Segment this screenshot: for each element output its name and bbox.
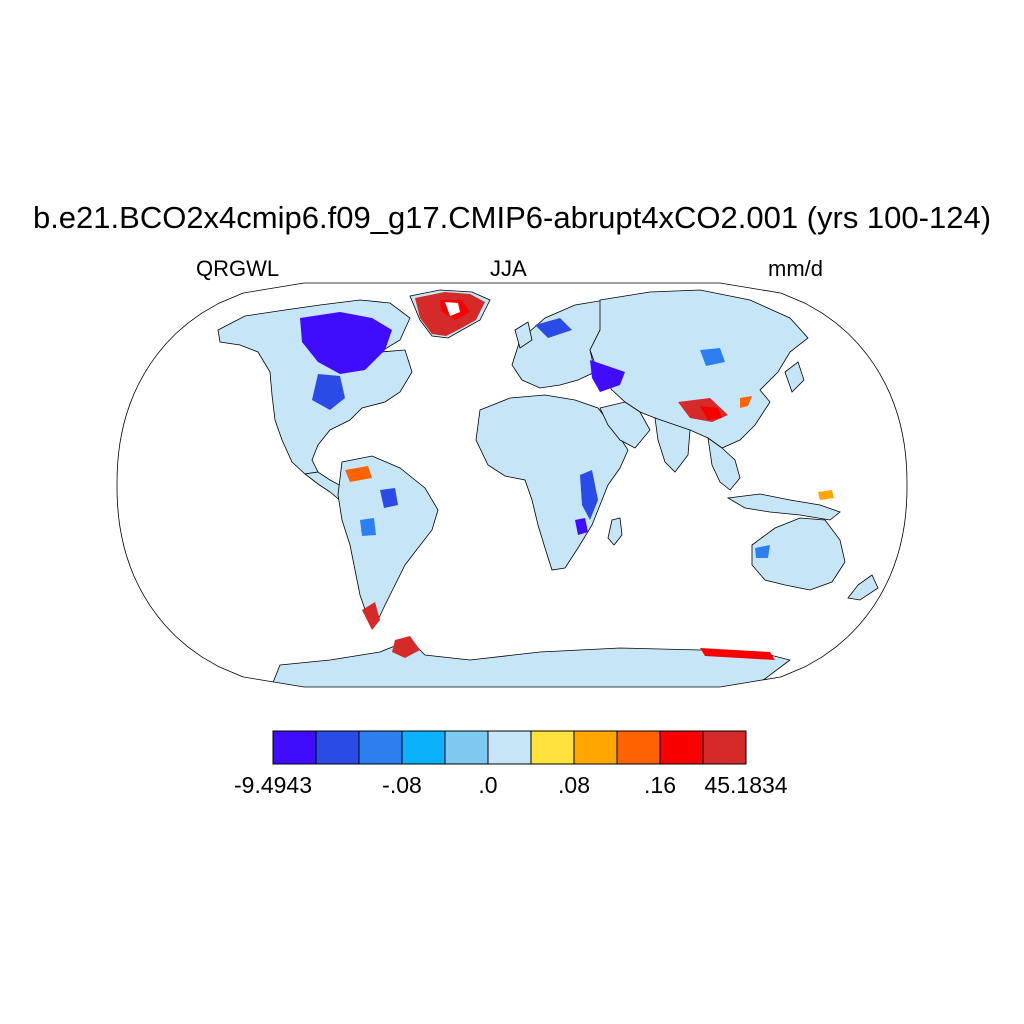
map-content [217,289,879,687]
colorbar [272,730,747,765]
australia [751,517,846,591]
map-border [116,282,908,688]
colorbar-swatch [616,730,661,765]
antarctica [269,639,791,687]
colorbar-swatch [659,730,704,765]
units-label: mm/d [768,256,823,281]
plot-title: b.e21.BCO2x4cmip6.f09_g17.CMIP6-abrupt4x… [32,200,992,235]
colorbar-swatch [444,730,489,765]
south-america [337,455,439,621]
colorbar-swatch [487,730,532,765]
colorbar-label-pos2: .16 [644,772,676,798]
greenland-wet-patch [415,292,485,336]
africa [475,394,629,571]
india [654,417,691,473]
canada-dry-patch [300,312,392,410]
japan [784,361,805,393]
colorbar-swatch [702,730,747,765]
season-label: JJA [490,256,527,281]
southeast-asia [707,437,741,491]
colorbar-swatch [272,730,317,765]
colorbar-label-min: -9.4943 [233,772,313,798]
colorbar-swatch [358,730,403,765]
colorbar-swatch [530,730,575,765]
british-isles [514,321,533,349]
colorbar-swatch [401,730,446,765]
colorbar-label-zero: .0 [478,772,498,798]
patches-misc [345,318,834,660]
colorbar-label-neg: -.08 [382,772,422,798]
madagascar [607,517,623,546]
indonesia [726,493,841,521]
new-zealand [847,574,879,601]
colorbar-swatch [573,730,618,765]
variable-label: QRGWL [196,256,280,281]
colorbar-label-pos1: .08 [558,772,590,798]
arabia [599,401,651,449]
colorbar-label-max: 45.1834 [704,772,788,798]
colorbar-swatch [315,730,360,765]
